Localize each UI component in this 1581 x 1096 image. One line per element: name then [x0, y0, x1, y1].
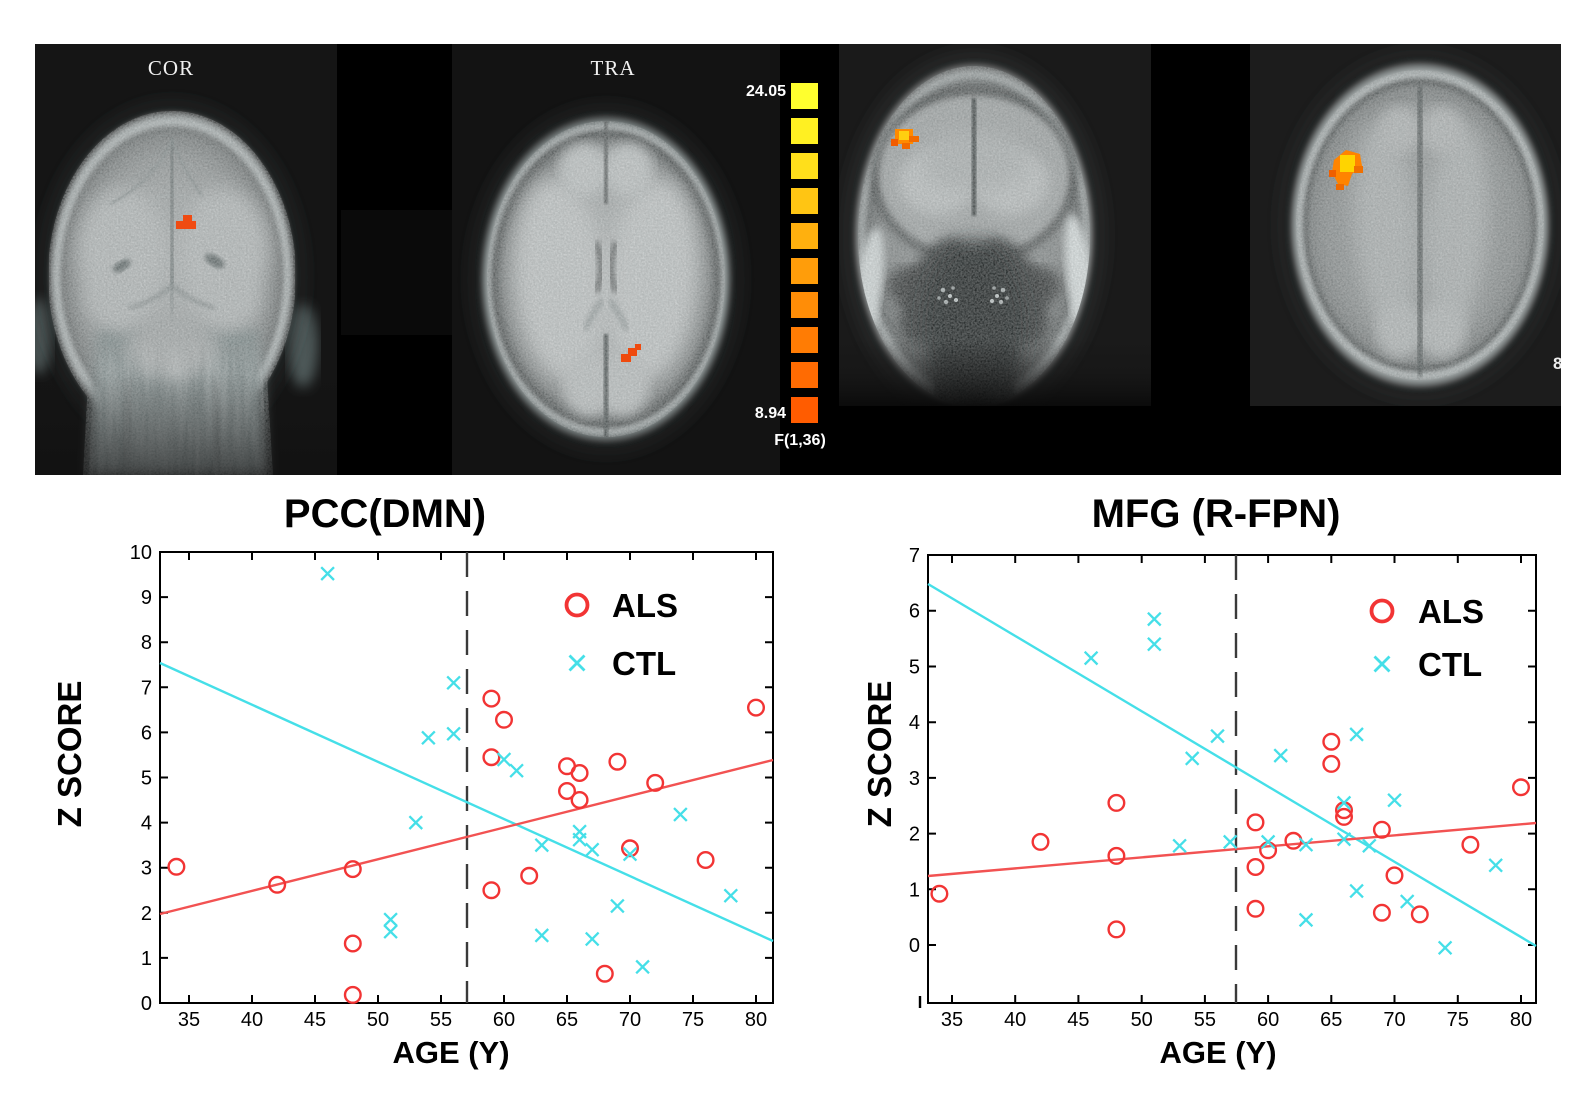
svg-text:COR: COR [148, 56, 194, 80]
svg-text:35: 35 [941, 1009, 963, 1031]
svg-text:0: 0 [909, 935, 920, 957]
svg-text:80: 80 [745, 1009, 767, 1031]
svg-text:10: 10 [130, 542, 152, 564]
svg-text:6: 6 [141, 722, 152, 744]
svg-text:2: 2 [141, 903, 152, 925]
svg-text:80: 80 [1510, 1009, 1532, 1031]
svg-text:2: 2 [909, 824, 920, 846]
svg-text:45: 45 [1067, 1009, 1089, 1031]
svg-text:5: 5 [909, 657, 920, 679]
svg-text:4: 4 [141, 813, 152, 835]
svg-text:50: 50 [1131, 1009, 1153, 1031]
svg-text:50: 50 [367, 1009, 389, 1031]
svg-text:9: 9 [141, 587, 152, 609]
svg-text:0: 0 [141, 993, 152, 1015]
svg-text:CTL: CTL [612, 645, 676, 682]
svg-text:45: 45 [304, 1009, 326, 1031]
svg-text:8: 8 [1553, 354, 1561, 373]
svg-text:Z SCORE: Z SCORE [861, 681, 898, 828]
svg-text:7: 7 [141, 677, 152, 699]
svg-text:AGE (Y): AGE (Y) [392, 1035, 509, 1070]
svg-text:AGE (Y): AGE (Y) [1159, 1035, 1276, 1070]
svg-text:55: 55 [430, 1009, 452, 1031]
svg-text:55: 55 [1194, 1009, 1216, 1031]
svg-text:3: 3 [909, 768, 920, 790]
svg-text:1: 1 [141, 948, 152, 970]
svg-text:Z SCORE: Z SCORE [51, 681, 88, 828]
svg-text:ALS: ALS [1418, 593, 1484, 630]
svg-text:65: 65 [556, 1009, 578, 1031]
svg-text:1: 1 [909, 879, 920, 901]
svg-text:60: 60 [1257, 1009, 1279, 1031]
svg-text:65: 65 [1320, 1009, 1342, 1031]
svg-text:MFG (R-FPN): MFG (R-FPN) [1092, 492, 1341, 536]
svg-text:PCC(DMN): PCC(DMN) [284, 492, 486, 536]
svg-text:35: 35 [178, 1009, 200, 1031]
svg-text:6: 6 [909, 601, 920, 623]
svg-text:3: 3 [141, 858, 152, 880]
svg-text:70: 70 [619, 1009, 641, 1031]
svg-text:75: 75 [1447, 1009, 1469, 1031]
svg-text:4: 4 [909, 712, 920, 734]
svg-text:40: 40 [241, 1009, 263, 1031]
svg-text:7: 7 [909, 545, 920, 567]
svg-text:75: 75 [682, 1009, 704, 1031]
svg-text:5: 5 [141, 768, 152, 790]
svg-text:70: 70 [1383, 1009, 1405, 1031]
svg-text:CTL: CTL [1418, 646, 1482, 683]
svg-text:40: 40 [1004, 1009, 1026, 1031]
svg-text:ALS: ALS [612, 587, 678, 624]
svg-text:TRA: TRA [591, 56, 636, 80]
svg-text:8: 8 [141, 632, 152, 654]
svg-text:60: 60 [493, 1009, 515, 1031]
